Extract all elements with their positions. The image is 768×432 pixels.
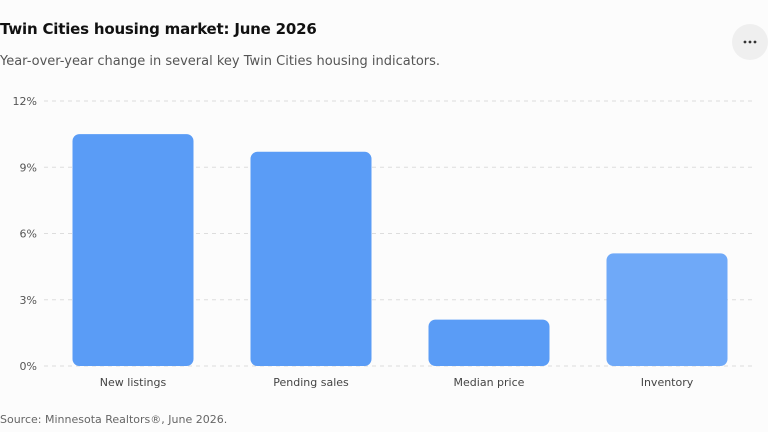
y-tick-label: 9% — [20, 161, 37, 174]
x-axis-ticks: New listings Pending sales Median price Inv… — [100, 376, 694, 389]
more-options-button[interactable] — [732, 24, 768, 60]
y-tick-label: 12% — [13, 95, 37, 108]
x-tick-label: Pending sales — [273, 376, 349, 389]
y-tick-label: 6% — [20, 228, 37, 241]
bar-median-price[interactable] — [428, 319, 550, 366]
bar-inventory[interactable] — [606, 253, 728, 366]
source-note: Source: Minnesota Realtors®, June 2026. — [0, 413, 228, 426]
y-tick-label: 0% — [20, 360, 37, 373]
more-horizontal-icon — [743, 40, 757, 44]
x-tick-label: Inventory — [641, 376, 694, 389]
bar-new-listings[interactable] — [72, 134, 194, 366]
x-tick-label: Median price — [454, 376, 525, 389]
chart-subtitle: Year-over-year change in several key Twi… — [0, 54, 441, 69]
x-tick-label: New listings — [100, 376, 167, 389]
y-tick-label: 3% — [20, 294, 37, 307]
bars — [72, 134, 728, 366]
y-axis-ticks: 0% 3% 6% 9% 12% — [13, 95, 37, 373]
chart-title: Twin Cities housing market: June 2026 — [0, 20, 317, 38]
bar-pending-sales[interactable] — [250, 151, 372, 366]
